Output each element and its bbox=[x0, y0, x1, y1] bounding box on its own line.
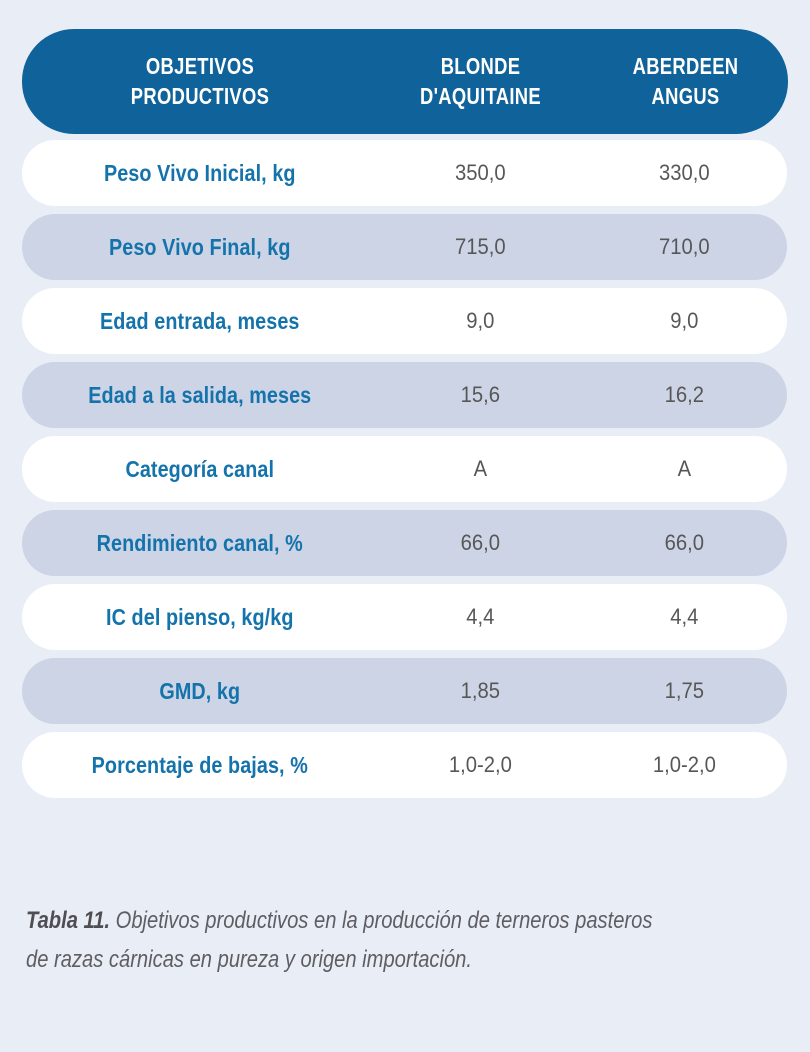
row-value-angus: A bbox=[677, 456, 692, 481]
table-row: Peso Vivo Final, kg 715,0 710,0 bbox=[22, 214, 787, 280]
row-label: Edad entrada, meses bbox=[99, 307, 300, 334]
row-value-blonde: 4,4 bbox=[465, 604, 494, 629]
row-label: Peso Vivo Inicial, kg bbox=[103, 159, 296, 186]
table-row: Rendimiento canal, % 66,0 66,0 bbox=[22, 510, 787, 576]
row-label: Edad a la salida, meses bbox=[88, 381, 312, 408]
row-label: Rendimiento canal, % bbox=[96, 529, 303, 556]
caption-prefix: Tabla 11. bbox=[26, 907, 111, 934]
row-label: GMD, kg bbox=[159, 677, 241, 704]
row-label: Categoría canal bbox=[125, 455, 275, 482]
column-header-blonde-daquitaine: BLONDE D'AQUITAINE bbox=[419, 52, 542, 109]
table-header-row: OBJETIVOS PRODUCTIVOS BLONDE D'AQUITAINE… bbox=[22, 29, 788, 134]
row-value-angus: 710,0 bbox=[659, 234, 710, 259]
row-value-blonde: 9,0 bbox=[465, 308, 494, 333]
row-value-angus: 1,75 bbox=[664, 678, 705, 703]
row-value-blonde: 15,6 bbox=[460, 382, 500, 407]
table-row: Peso Vivo Inicial, kg 350,0 330,0 bbox=[22, 140, 787, 206]
row-value-blonde: 66,0 bbox=[460, 530, 500, 555]
table-row: Porcentaje de bajas, % 1,0-2,0 1,0-2,0 bbox=[22, 732, 787, 798]
row-label: Porcentaje de bajas, % bbox=[91, 751, 308, 778]
row-value-blonde: 715,0 bbox=[454, 234, 506, 259]
table-body: Peso Vivo Inicial, kg 350,0 330,0 Peso V… bbox=[22, 140, 787, 806]
table-row: Categoría canal A A bbox=[22, 436, 787, 502]
table-row: IC del pienso, kg/kg 4,4 4,4 bbox=[22, 584, 787, 650]
row-value-angus: 9,0 bbox=[670, 308, 699, 333]
row-value-blonde: A bbox=[473, 456, 487, 481]
table-row: Edad entrada, meses 9,0 9,0 bbox=[22, 288, 787, 354]
caption-text: Objetivos productivos en la producción d… bbox=[26, 907, 653, 973]
table-row: Edad a la salida, meses 15,6 16,2 bbox=[22, 362, 787, 428]
row-value-blonde: 1,0-2,0 bbox=[448, 752, 512, 777]
row-label: Peso Vivo Final, kg bbox=[108, 233, 291, 260]
table-caption: Tabla 11. Objetivos productivos en la pr… bbox=[26, 902, 664, 980]
row-value-blonde: 350,0 bbox=[454, 160, 506, 185]
row-label: IC del pienso, kg/kg bbox=[106, 603, 294, 630]
table-row: GMD, kg 1,85 1,75 bbox=[22, 658, 787, 724]
row-value-angus: 16,2 bbox=[664, 382, 705, 407]
row-value-blonde: 1,85 bbox=[460, 678, 500, 703]
row-value-angus: 330,0 bbox=[659, 160, 710, 185]
column-header-objectives: OBJETIVOS PRODUCTIVOS bbox=[130, 52, 270, 109]
column-header-aberdeen-angus: ABERDEEN ANGUS bbox=[632, 52, 739, 109]
row-value-angus: 66,0 bbox=[664, 530, 705, 555]
row-value-angus: 1,0-2,0 bbox=[653, 752, 717, 777]
row-value-angus: 4,4 bbox=[670, 604, 699, 629]
